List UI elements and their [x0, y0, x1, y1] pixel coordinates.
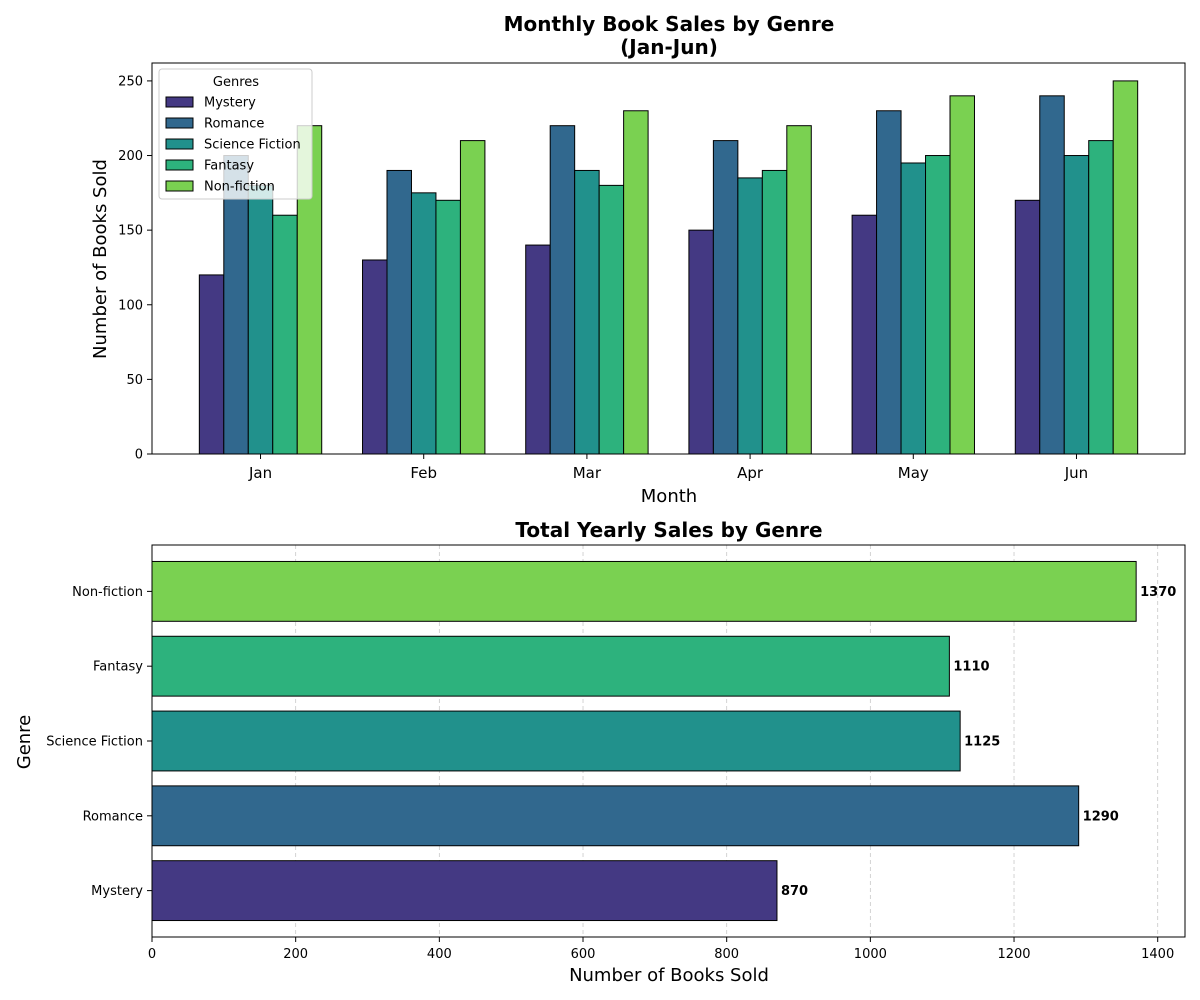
chart2-title: Total Yearly Sales by Genre — [515, 518, 822, 542]
data-label-non-fiction: 1370 — [1140, 585, 1176, 600]
legend-frame — [158, 68, 313, 200]
chart1-x-tick-label-jun: Jun — [1064, 464, 1088, 482]
chart2-y-axis-label: Genre — [14, 715, 35, 770]
bar-mystery-jan — [198, 274, 225, 455]
bar-mystery-feb — [362, 259, 388, 455]
legend-label-science-fiction: Science Fiction — [204, 138, 301, 153]
legend-title: Genres — [213, 75, 259, 90]
chart1-y-tick-label: 100 — [118, 298, 143, 313]
chart2-y-tick-label-fantasy: Fantasy — [93, 660, 143, 675]
legend-label-non-fiction: Non-fiction — [204, 180, 275, 195]
bar-non-fiction-feb — [459, 140, 486, 455]
legend-swatch-mystery — [165, 96, 194, 108]
chart1-y-tick-label: 150 — [118, 224, 143, 239]
chart2-x-tick-label: 1400 — [1141, 947, 1174, 962]
chart1-y-tick-label: 200 — [118, 149, 143, 164]
chart2-x-tick-label: 1000 — [854, 947, 887, 962]
chart1-x-tick-label-apr: Apr — [737, 464, 764, 482]
chart2-y-tick-label-mystery: Mystery — [91, 884, 143, 899]
legend-swatch-romance — [165, 117, 194, 129]
chart1-axes-frame — [151, 62, 1186, 455]
bar-mystery-apr — [688, 229, 714, 455]
chart2-y-tick-label-science-fiction: Science Fiction — [46, 735, 143, 750]
bar-science-fiction-mar — [574, 169, 600, 455]
bar-total-science-fiction — [151, 710, 961, 772]
bar-mystery-jun — [1014, 199, 1041, 455]
bar-total-non-fiction — [151, 560, 1137, 622]
chart1-y-axis-label: Number of Books Sold — [90, 159, 111, 359]
bar-fantasy-jan — [272, 214, 298, 455]
chart2-axes-frame — [151, 544, 1186, 938]
chart2-x-tick-label: 1200 — [997, 947, 1030, 962]
chart1-subtitle: (Jan-Jun) — [620, 35, 718, 59]
bar-science-fiction-may — [900, 162, 927, 455]
bar-total-fantasy — [151, 635, 950, 697]
bar-fantasy-apr — [761, 169, 788, 455]
bar-romance-jan — [223, 155, 249, 455]
yearly-totals-chart: Total Yearly Sales by Genre 870 Mystery 12… — [14, 518, 1186, 986]
chart1-x-tick-label-may: May — [898, 464, 929, 482]
bar-mystery-mar — [525, 244, 551, 455]
bar-non-fiction-may — [949, 95, 975, 455]
bar-romance-mar — [549, 125, 576, 455]
bar-fantasy-mar — [598, 184, 625, 455]
bar-total-mystery — [151, 860, 778, 922]
legend-swatch-non-fiction — [165, 180, 194, 192]
chart1-y-tick-label: 250 — [118, 74, 143, 89]
data-label-science-fiction: 1125 — [964, 735, 1000, 750]
bar-total-romance — [151, 785, 1080, 847]
legend-label-mystery: Mystery — [204, 96, 256, 111]
chart1-x-tick-label-jan: Jan — [248, 464, 272, 482]
chart2-x-tick-label: 200 — [283, 947, 308, 962]
legend-label-romance: Romance — [204, 117, 264, 132]
chart2-x-tick-label: 400 — [427, 947, 452, 962]
chart1-legend: Genres Mystery Romance Science Fiction Fant… — [158, 68, 313, 200]
legend-swatch-fantasy — [165, 159, 194, 171]
chart1-y-tick-label: 50 — [126, 373, 143, 388]
chart2-x-tick-label: 600 — [571, 947, 596, 962]
data-label-mystery: 870 — [781, 884, 808, 899]
chart2-y-tick-label-non-fiction: Non-fiction — [72, 585, 143, 600]
chart2-x-tick-label: 800 — [714, 947, 739, 962]
chart1-x-tick-label-feb: Feb — [410, 464, 437, 482]
chart2-plot-area: 870 Mystery 1290 Romance 1125 Science Fiction… — [46, 544, 1186, 962]
monthly-sales-chart: Monthly Book Sales by Genre (Jan-Jun) 0 5… — [90, 12, 1186, 507]
bar-fantasy-jun — [1088, 140, 1114, 455]
chart2-x-tick-label: 0 — [148, 947, 156, 962]
legend-swatch-science-fiction — [165, 138, 194, 150]
bar-fantasy-may — [925, 155, 951, 455]
legend-label-fantasy: Fantasy — [204, 159, 254, 174]
bar-mystery-may — [851, 214, 878, 455]
chart1-x-axis-label: Month — [641, 486, 697, 507]
chart1-plot-area: 0 50 100 150 200 250 Jan Feb Mar Apr May Jun — [118, 62, 1186, 482]
data-label-romance: 1290 — [1083, 809, 1119, 824]
bar-non-fiction-jun — [1112, 80, 1139, 455]
bar-non-fiction-apr — [786, 125, 812, 455]
bar-romance-may — [876, 110, 902, 455]
bar-science-fiction-feb — [410, 192, 437, 455]
chart1-x-tick-label-mar: Mar — [573, 464, 602, 482]
bar-science-fiction-jan — [247, 184, 274, 455]
bar-romance-feb — [386, 169, 412, 455]
chart1-title: Monthly Book Sales by Genre — [504, 12, 835, 36]
bar-romance-apr — [712, 140, 739, 455]
chart1-y-tick-label: 0 — [135, 448, 143, 463]
bar-science-fiction-apr — [737, 177, 763, 455]
bar-science-fiction-jun — [1063, 155, 1090, 455]
chart2-y-tick-label-romance: Romance — [83, 809, 143, 824]
chart2-x-axis-label: Number of Books Sold — [569, 965, 769, 986]
bar-fantasy-feb — [435, 199, 461, 455]
data-label-fantasy: 1110 — [953, 660, 989, 675]
bar-non-fiction-mar — [623, 110, 649, 455]
bar-romance-jun — [1039, 95, 1065, 455]
